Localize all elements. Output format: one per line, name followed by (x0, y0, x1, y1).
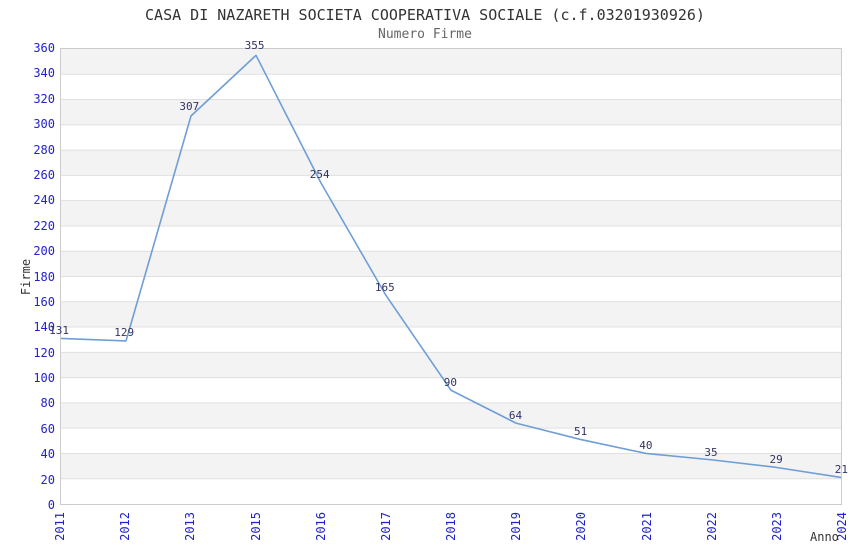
x-tick-label: 2019 (509, 512, 524, 541)
y-tick-label: 160 (33, 294, 55, 309)
y-tick-label: 100 (33, 371, 55, 386)
plot-band (61, 150, 841, 176)
x-axis-title: Anno (810, 530, 839, 544)
data-point-label: 131 (49, 323, 69, 337)
data-point-label: 35 (704, 445, 718, 459)
y-tick-label: 360 (33, 41, 55, 55)
x-tick-label: 2015 (248, 512, 263, 541)
y-tick-label: 40 (40, 447, 55, 462)
plot-band (61, 251, 841, 277)
y-tick-label: 120 (33, 345, 55, 360)
data-point-label: 355 (244, 39, 265, 53)
series-line (61, 54, 841, 479)
y-tick-label: 60 (40, 421, 55, 436)
data-point-label: 64 (508, 408, 523, 422)
x-tick-label: 2021 (639, 512, 654, 541)
x-tick-label: 2017 (378, 512, 393, 541)
x-tick-label: 2016 (313, 512, 328, 541)
x-tick-label: 2018 (444, 512, 458, 541)
data-point-label: 129 (114, 326, 135, 340)
plot-band (61, 402, 841, 429)
x-tick-label: 2013 (183, 512, 198, 541)
y-tick-label: 320 (33, 91, 55, 106)
data-point-label: 165 (374, 280, 395, 294)
plot-area (60, 48, 842, 505)
x-tick-label: 2022 (704, 512, 719, 541)
x-tick-label: 2024 (835, 512, 849, 541)
chart-title: CASA DI NAZARETH SOCIETA COOPERATIVA SOC… (145, 6, 705, 24)
y-tick-label: 220 (33, 218, 55, 233)
data-point-label: 307 (179, 100, 200, 114)
data-point-label: 40 (639, 439, 653, 453)
x-tick-label: 2023 (769, 512, 784, 541)
data-point-label: 21 (834, 463, 848, 477)
y-tick-label: 340 (33, 66, 55, 81)
plot-band (61, 200, 841, 226)
y-tick-label: 280 (33, 142, 55, 157)
y-tick-label: 140 (33, 320, 55, 335)
y-tick-label: 0 (47, 498, 55, 512)
y-tick-label: 240 (33, 193, 55, 208)
x-tick-label: 2020 (574, 512, 589, 541)
plot-band (61, 352, 841, 378)
plot-band (61, 49, 841, 75)
line-series-svg (61, 49, 841, 480)
y-tick-label: 80 (40, 396, 55, 411)
chart-subtitle: Numero Firme (378, 27, 472, 42)
y-tick-label: 300 (33, 117, 55, 132)
y-tick-label: 20 (40, 472, 55, 487)
y-tick-label: 180 (33, 269, 55, 284)
y-tick-label: 260 (33, 167, 55, 182)
data-point-label: 90 (443, 375, 457, 389)
y-tick-label: 200 (33, 244, 55, 259)
x-tick-label: 2012 (118, 512, 133, 541)
plot-band (61, 453, 841, 479)
plot-band (61, 301, 841, 328)
plot-band (61, 99, 841, 125)
x-tick-label: 2011 (53, 512, 67, 541)
data-point-label: 29 (769, 453, 783, 467)
data-point-label: 254 (309, 167, 330, 181)
data-point-label: 51 (574, 425, 588, 439)
